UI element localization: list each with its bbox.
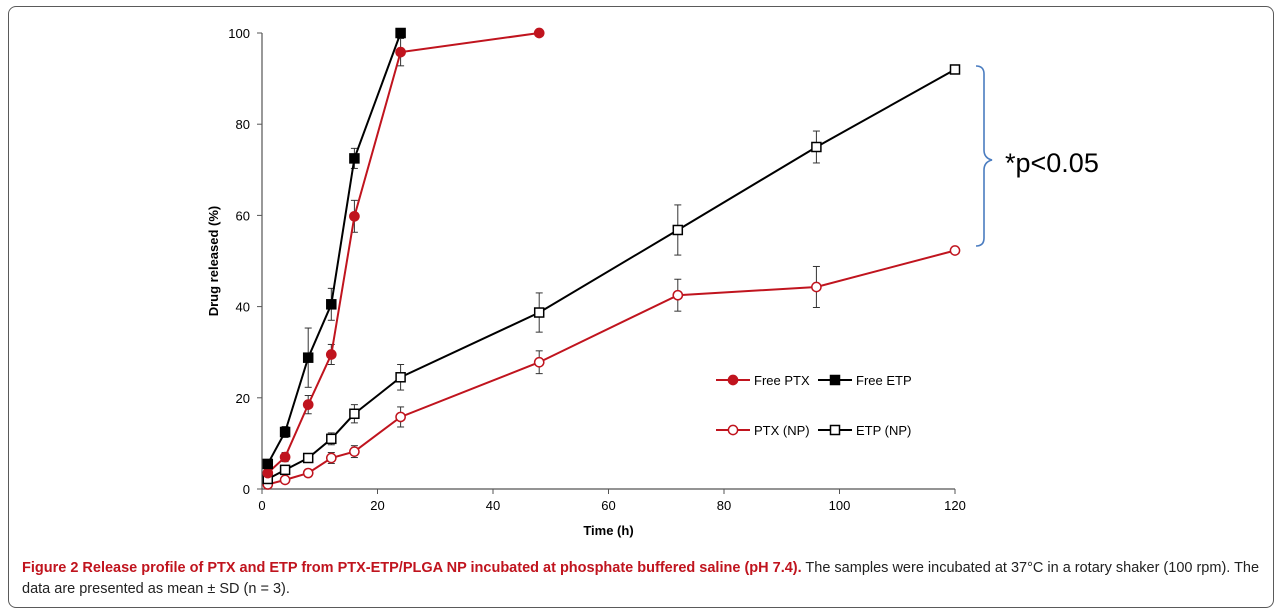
data-point-free-etp (326, 299, 337, 310)
data-point-etp-np (811, 141, 822, 153)
x-axis-label: Time (h) (583, 523, 633, 538)
data-point-etp-np (326, 433, 337, 445)
series-line-ptx-np (267, 249, 956, 486)
data-point-free-ptx (279, 451, 291, 463)
x-tick-label: 80 (717, 498, 731, 513)
data-point-free-ptx (262, 467, 274, 479)
data-point-ptx-np (325, 452, 337, 464)
data-point-ptx-np (395, 411, 406, 423)
x-tick-label: 120 (944, 498, 966, 513)
data-point-etp-np (395, 372, 406, 383)
legend-label-free-etp: Free ETP (856, 373, 912, 388)
y-tick-label: 60 (236, 208, 250, 223)
x-tick-label: 20 (370, 498, 384, 513)
x-tick-label: 60 (601, 498, 615, 513)
y-tick-label: 20 (236, 391, 250, 406)
data-point-free-ptx (325, 349, 337, 360)
data-point-etp-np (349, 408, 360, 420)
data-point-free-etp (302, 352, 314, 363)
data-point-free-ptx (533, 27, 545, 39)
data-point-free-etp (262, 458, 274, 470)
data-point-free-etp (279, 426, 291, 438)
legend-label-free-ptx: Free PTX (754, 373, 810, 388)
data-point-etp-np (949, 64, 961, 75)
data-point-etp-np (533, 307, 545, 318)
y-tick-label: 40 (236, 300, 250, 315)
data-point-ptx-np (279, 474, 291, 486)
caption-body: The samples were incubated at 37°C in a … (22, 560, 1260, 597)
chart-axes: 0 20 40 60 80 100 120 0 20 40 60 80 100 Time (h) Drug … (206, 26, 966, 538)
x-tick-label: 0 (258, 498, 265, 513)
data-point-free-ptx (302, 399, 314, 410)
significance-bracket (975, 65, 993, 247)
legend-label-ptx-np: PTX (NP) (754, 423, 810, 438)
x-tick-label: 100 (829, 498, 851, 513)
data-point-ptx-np (349, 446, 360, 457)
data-point-etp-np (279, 464, 291, 476)
data-markers (262, 27, 961, 490)
legend-marker-ptx-np (727, 424, 739, 436)
data-point-free-ptx (349, 210, 360, 222)
data-point-free-etp (349, 153, 360, 164)
significance-label: *p<0.05 (1005, 148, 1099, 178)
legend-label-etp-np: ETP (NP) (856, 423, 911, 438)
data-point-etp-np (302, 452, 314, 464)
figure-caption: Figure 2 Release profile of PTX and ETP … (22, 558, 1262, 600)
data-point-etp-np (672, 224, 684, 236)
data-point-ptx-np (302, 467, 314, 479)
legend: Free PTX Free ETP PTX (NP) ETP (NP) (716, 373, 912, 438)
data-point-ptx-np (949, 245, 961, 256)
data-point-ptx-np (533, 356, 545, 368)
legend-marker-free-etp (829, 374, 841, 386)
y-tick-label: 80 (236, 117, 250, 132)
series-line-etp-np (267, 68, 956, 480)
data-point-ptx-np (672, 289, 684, 301)
data-point-free-etp (395, 27, 406, 39)
data-point-ptx-np (811, 281, 822, 293)
release-profile-chart: 0 20 40 60 80 100 120 0 20 40 60 80 100 Time (h) Drug … (206, 26, 1099, 538)
y-tick-label: 0 (243, 482, 250, 497)
data-point-free-ptx (395, 46, 406, 58)
y-axis-label: Drug released (%) (206, 206, 221, 317)
caption-title: Figure 2 Release profile of PTX and ETP … (22, 560, 802, 576)
significance-annotation: *p<0.05 (975, 65, 1099, 247)
legend-marker-free-ptx (727, 374, 739, 386)
figure-frame (8, 6, 1274, 608)
series-lines (266, 32, 956, 486)
x-tick-label: 40 (486, 498, 500, 513)
legend-marker-etp-np (829, 424, 841, 436)
y-tick-label: 100 (228, 26, 250, 41)
series-line-free-etp (266, 32, 402, 465)
